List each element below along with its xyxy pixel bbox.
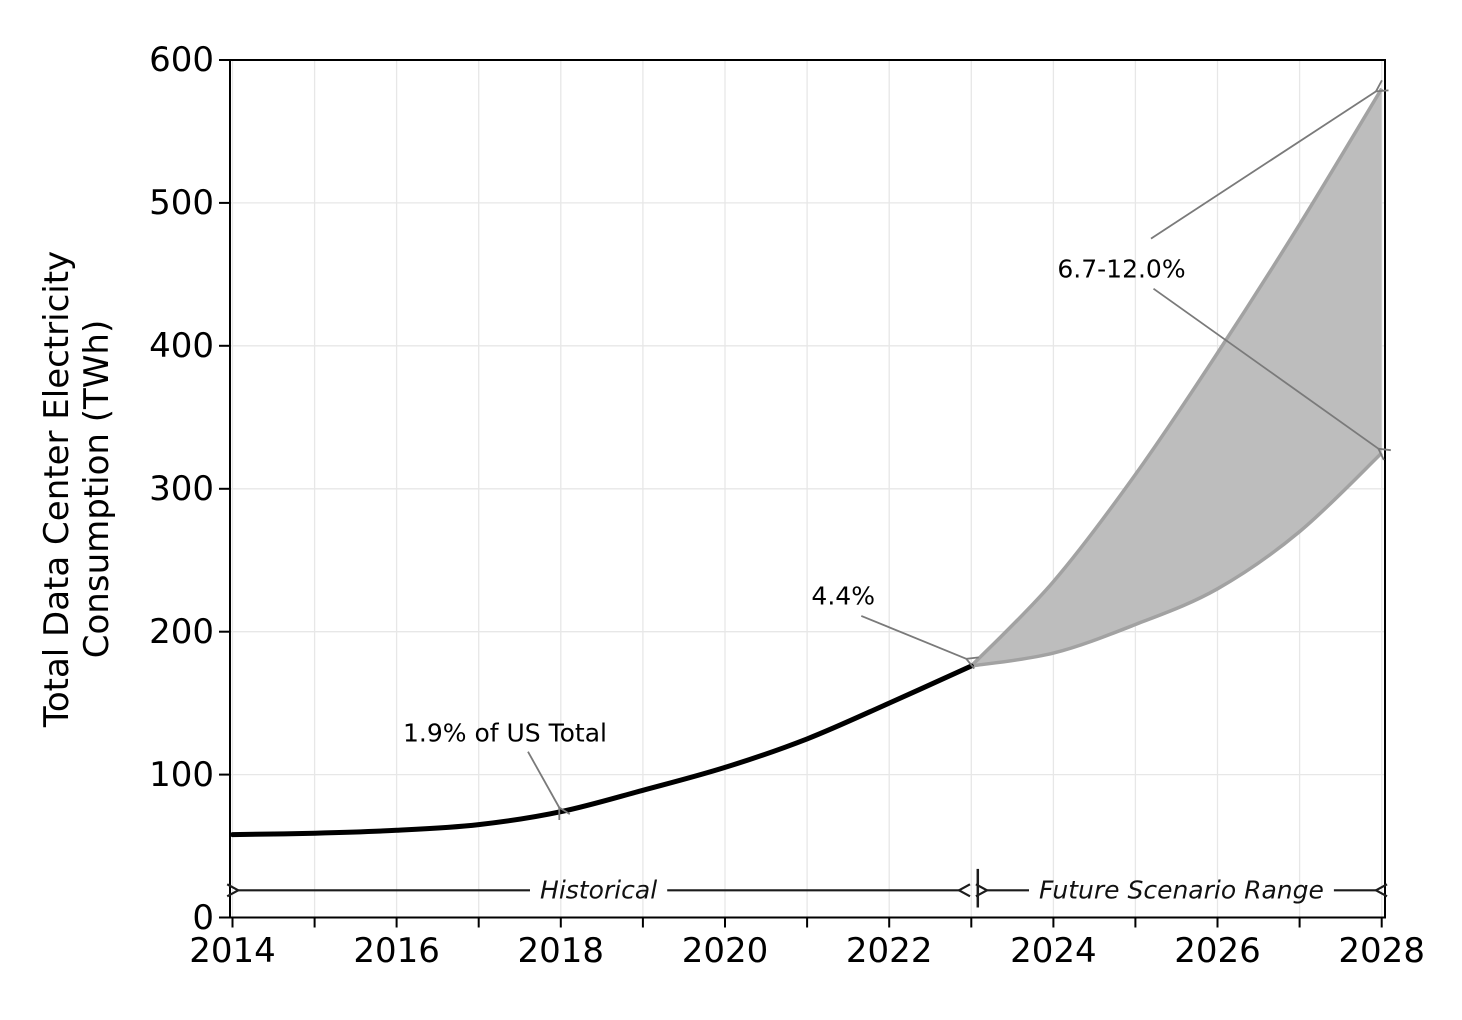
scenario-band-lower-edge (971, 451, 1383, 668)
y-tick-label: 300 (149, 468, 214, 509)
x-tick-label: 2026 (1174, 931, 1261, 971)
annotation-arrow (860, 615, 966, 659)
x-tick-label: 2016 (353, 931, 440, 971)
y-axis-title-line2: Consumption (TWh) (77, 319, 117, 659)
y-axis-title: Total Data Center Electricity Consumptio… (37, 251, 117, 727)
y-tick-label: 400 (149, 325, 214, 366)
scenario-band-fill (971, 88, 1382, 667)
x-tick-label: 2020 (681, 931, 769, 971)
x-tick-label: 2022 (845, 931, 933, 971)
y-axis-title-line1: Total Data Center Electricity (37, 250, 77, 727)
future-span-label: Future Scenario Range (1038, 875, 1324, 905)
annotation-4-4-percent-label: 4.4% (811, 581, 875, 611)
historical-line (230, 663, 974, 838)
annotation-1-9-percent-label: 1.9% of US Total (402, 718, 608, 748)
scenario-band-upper-edge (970, 87, 1384, 668)
annotation-arrow (527, 751, 559, 808)
historical-span-label: Historical (540, 875, 658, 905)
y-tick-label: 0 (192, 897, 214, 938)
x-tick-label: 2018 (517, 931, 605, 971)
y-tick-label: 600 (149, 40, 214, 80)
annotation-arrow (1150, 91, 1376, 240)
x-tick-label: 2024 (1010, 931, 1097, 971)
x-tick-label: 2014 (189, 931, 276, 971)
annotation-6-7-12-percent-label: 6.7-12.0% (1057, 254, 1186, 284)
annotation-arrow (1152, 287, 1379, 449)
axes-frame (229, 59, 1386, 919)
y-tick-label: 100 (149, 754, 214, 795)
x-tick-label: 2028 (1338, 931, 1425, 971)
y-tick-label: 200 (149, 611, 214, 652)
y-tick-label: 500 (149, 182, 214, 223)
